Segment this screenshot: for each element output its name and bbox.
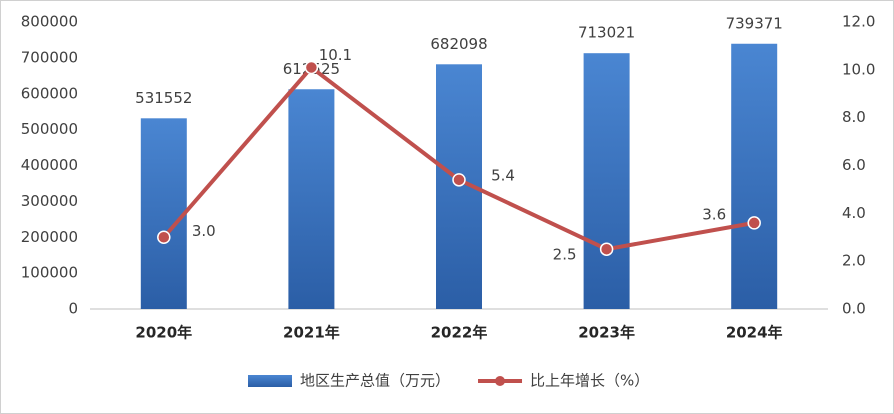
x-tick-label: 2020年 [135, 324, 192, 342]
y-tick-label: 600000 [21, 84, 78, 102]
bar [731, 43, 778, 310]
bar [288, 89, 335, 309]
line-label: 2.5 [553, 246, 577, 264]
bar-label: 713021 [578, 24, 635, 42]
line-marker [452, 173, 466, 187]
y2-tick-label: 2.0 [842, 252, 866, 270]
line-label: 10.1 [319, 46, 352, 64]
line-marker [747, 216, 761, 230]
x-tick-label: 2022年 [431, 324, 488, 342]
y-tick-label: 800000 [21, 13, 78, 31]
legend-swatch-marker [495, 376, 506, 386]
bar [140, 118, 187, 309]
y-tick-label: 200000 [21, 228, 78, 246]
y-tick-label: 100000 [21, 264, 78, 282]
x-tick-label: 2021年 [283, 324, 340, 342]
legend-swatch [248, 375, 292, 387]
x-tick-label: 2023年 [578, 324, 635, 342]
line-label: 5.4 [491, 166, 515, 184]
y-tick-label: 0 [68, 300, 78, 318]
y-tick-label: 500000 [21, 120, 78, 138]
bar [583, 53, 630, 309]
bar-label: 739371 [726, 14, 783, 32]
line-marker [304, 60, 319, 75]
line-label: 3.0 [192, 222, 216, 240]
legend-label: 比上年增长（%） [530, 372, 649, 390]
bar-label: 682098 [430, 35, 487, 53]
y-tick-label: 400000 [21, 156, 78, 174]
y2-tick-label: 12.0 [842, 13, 875, 31]
x-tick-label: 2024年 [726, 324, 783, 342]
legend-label: 地区生产总值（万元） [300, 372, 450, 390]
y2-tick-label: 0.0 [842, 300, 866, 318]
y2-tick-label: 10.0 [842, 60, 875, 78]
y2-tick-label: 6.0 [842, 156, 866, 174]
line-label: 3.6 [702, 205, 726, 223]
line-marker [157, 230, 171, 244]
y2-tick-label: 8.0 [842, 108, 866, 126]
y2-tick-label: 4.0 [842, 204, 866, 222]
line-marker [599, 242, 614, 256]
y-tick-label: 300000 [21, 192, 78, 210]
y-tick-label: 700000 [21, 48, 78, 66]
bar-label: 531552 [135, 89, 192, 107]
